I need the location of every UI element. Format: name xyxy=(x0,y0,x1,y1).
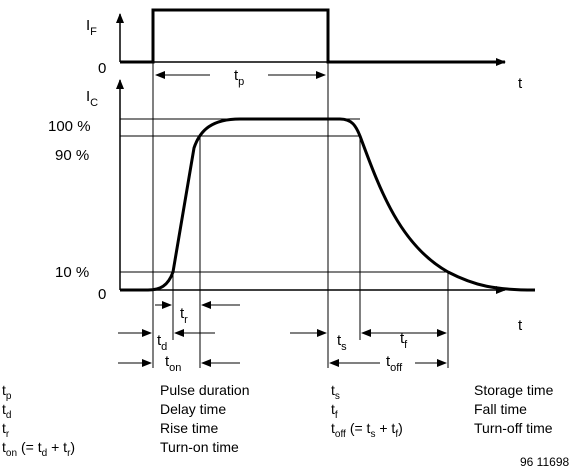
input-current-plot: IF 0 t tp xyxy=(86,8,523,92)
legend-sym-tr: tr xyxy=(2,420,10,440)
td-label: td xyxy=(157,332,167,353)
legend-sym-ts: ts xyxy=(331,382,340,402)
if-y-label: IF xyxy=(86,17,97,38)
ic-zero-label: 0 xyxy=(98,286,106,303)
if-zero-label: 0 xyxy=(98,60,106,77)
legend-sym-td: td xyxy=(2,401,11,421)
collector-current-plot: IC 100 % 90 % 10 % 0 t tr td ton xyxy=(48,62,536,374)
legend-desc-ts: Storage time xyxy=(474,382,554,398)
legend-sym-tf: tf xyxy=(331,401,338,421)
legend-desc-tf: Fall time xyxy=(474,401,527,417)
ts-label: ts xyxy=(337,332,347,353)
legend-sym-tp: tp xyxy=(2,382,12,402)
legend-sym-ton: ton (= td + tr) xyxy=(2,439,75,459)
tr-label: tr xyxy=(180,305,188,326)
legend-desc-ton: Turn-on time xyxy=(160,439,239,455)
legend-desc-toff: Turn-off time xyxy=(474,420,553,436)
legend-desc-td: Delay time xyxy=(160,401,226,417)
ic-x-label: t xyxy=(518,317,523,334)
tf-label: tf xyxy=(400,330,408,351)
ic-y-label: IC xyxy=(86,88,98,109)
legend: tp Pulse duration td Delay time tr Rise … xyxy=(2,382,554,459)
ic-waveform xyxy=(120,117,536,292)
level-90-label: 90 % xyxy=(55,147,89,164)
if-x-label: t xyxy=(518,75,523,92)
legend-desc-tr: Rise time xyxy=(160,420,219,436)
if-pulse xyxy=(120,8,505,64)
legend-desc-tp: Pulse duration xyxy=(160,382,250,398)
figure-id: 96 11698 xyxy=(520,455,569,469)
toff-label: toff xyxy=(386,353,403,374)
level-10-label: 10 % xyxy=(55,264,89,281)
legend-sym-toff: toff (= ts + tf) xyxy=(331,420,403,440)
level-100-label: 100 % xyxy=(48,118,91,135)
ton-label: ton xyxy=(165,353,181,374)
tp-label: tp xyxy=(234,67,244,88)
